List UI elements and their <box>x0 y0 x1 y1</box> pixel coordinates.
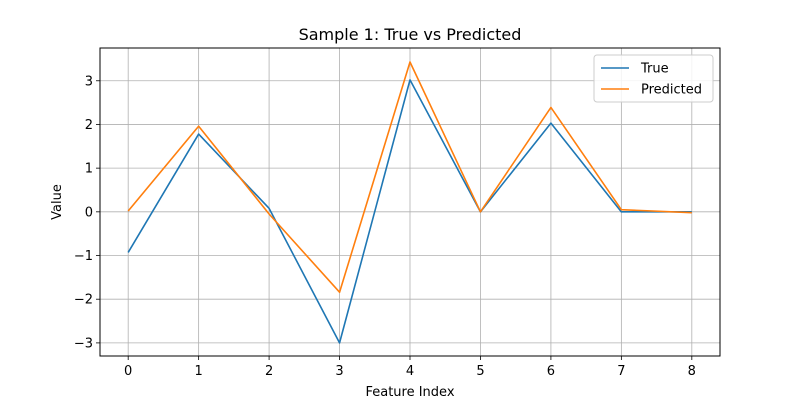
y-tick-label: 3 <box>85 74 93 89</box>
x-axis-label: Feature Index <box>365 385 454 400</box>
y-axis-label: Value <box>50 184 65 220</box>
chart-title: Sample 1: True vs Predicted <box>299 25 522 44</box>
x-tick-label: 7 <box>617 364 625 379</box>
series-layer <box>127 61 692 344</box>
x-tick-label: 5 <box>476 364 484 379</box>
x-tick-label: 4 <box>406 364 414 379</box>
x-tick-label: 8 <box>688 364 696 379</box>
legend: True Predicted <box>593 54 714 103</box>
y-tick-label: −1 <box>74 249 93 264</box>
y-tick-label: 2 <box>85 118 93 133</box>
legend-box <box>593 54 714 103</box>
y-tick-label: −3 <box>74 336 93 351</box>
x-tick-label: 3 <box>335 364 343 379</box>
grid-lines <box>100 48 720 356</box>
x-tick-label: 6 <box>547 364 555 379</box>
series-line-predicted <box>127 61 692 294</box>
legend-label-true: True <box>640 62 669 77</box>
y-tick-label: 0 <box>85 205 93 220</box>
y-tick-label: −2 <box>74 293 93 308</box>
series-line-true <box>127 79 692 344</box>
y-tick-label: 1 <box>85 162 93 177</box>
x-tick-label: 1 <box>194 364 202 379</box>
x-tick-label: 2 <box>265 364 273 379</box>
axis-ticks: 0 1 2 3 4 5 6 7 8 −3 −2 −1 0 1 2 3 <box>74 74 696 379</box>
legend-label-predicted: Predicted <box>641 83 702 98</box>
x-tick-label: 0 <box>124 364 132 379</box>
